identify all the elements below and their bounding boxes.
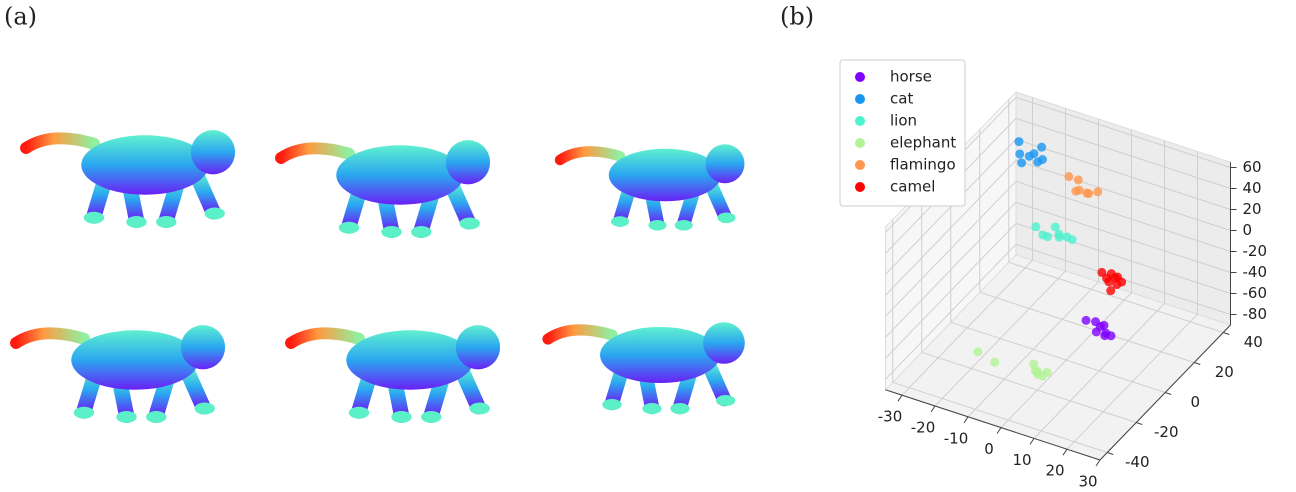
x-tick-label: -30 [878,408,903,426]
point [1015,149,1024,158]
tick-mark [931,406,935,412]
tick-mark [1194,363,1200,365]
panel-label: (a) [4,3,37,31]
tick-mark [1165,393,1171,395]
point [1100,331,1109,340]
point [973,347,982,356]
point [1093,187,1102,196]
legend-label: elephant [890,134,956,152]
point [1117,278,1126,287]
x-tick-label: -10 [944,429,969,447]
point [1074,175,1083,184]
point [1037,143,1046,152]
tick-mark [997,428,1001,434]
tick-mark [898,395,902,401]
z-tick-label: -80 [1243,305,1268,323]
legend-swatch [855,116,865,126]
y-tick-label: 40 [1244,333,1263,351]
legend-label: cat [890,90,913,108]
point [1064,172,1073,181]
z-tick-label: -20 [1243,242,1268,260]
y-tick-label: 0 [1190,393,1200,411]
point [1031,222,1040,231]
z-tick-label: 40 [1243,179,1262,197]
z-tick-label: 0 [1243,221,1253,239]
z-tick-label: 60 [1243,158,1262,176]
legend-label: horse [890,68,932,86]
point [1030,149,1039,158]
legend-label: lion [890,112,917,130]
page: (a) (b) -30-20-100102030-40-2002040-80-6… [0,0,1296,492]
tick-mark [1136,423,1142,425]
z-tick-label: 20 [1243,200,1262,218]
point [1038,155,1047,164]
legend-swatch [855,182,865,192]
point [1055,233,1064,242]
point [1082,316,1091,325]
x-tick-label: 0 [984,440,994,458]
point [1102,274,1111,283]
legend-label: flamingo [890,156,956,174]
y-tick-label: -40 [1125,453,1150,471]
z-tick-label: -40 [1243,263,1268,281]
point [990,358,999,367]
scatter-3d: -30-20-100102030-40-2002040-80-60-40-200… [840,60,1267,491]
renders [16,130,745,423]
point [1071,187,1080,196]
x-tick-label: -20 [911,419,936,437]
z-tick-label: -60 [1243,284,1268,302]
y-tick-label: 20 [1215,363,1234,381]
panel-label: (b) [780,3,814,31]
x-tick-label: 30 [1078,473,1097,491]
x-tick-label: 20 [1045,462,1064,480]
legend: horse cat lion elephant flamingo camel [840,60,965,206]
legend-label: camel [890,178,935,196]
tick-mark [1096,460,1100,466]
point [1043,232,1052,241]
tick-mark [1030,438,1034,444]
point [1017,158,1026,167]
tick-mark [1063,449,1067,455]
x-tick-label: 10 [1012,451,1031,469]
point [1096,322,1105,331]
point [1014,137,1023,146]
point [1106,286,1115,295]
point [1082,189,1091,198]
tick-mark [964,417,968,423]
figure: (a) (b) -30-20-100102030-40-2002040-80-6… [0,0,1296,492]
legend-swatch [855,72,865,82]
tick-mark [1107,453,1113,455]
legend-swatch [855,160,865,170]
legend-swatch [855,138,865,148]
point [1043,368,1052,377]
point [1068,235,1077,244]
legend-swatch [855,94,865,104]
y-tick-label: -20 [1154,423,1179,441]
tick-mark [1223,333,1229,335]
